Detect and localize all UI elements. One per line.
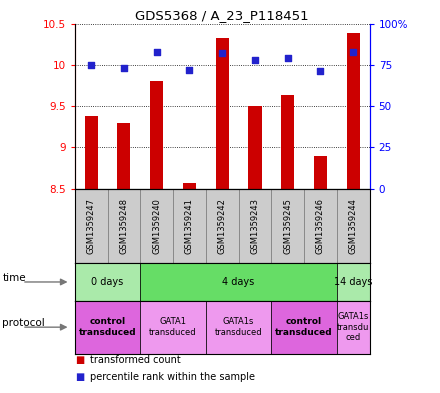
- Text: ■: ■: [75, 354, 84, 365]
- Point: [317, 68, 324, 75]
- Point: [153, 48, 160, 55]
- Bar: [337, 263, 370, 301]
- Bar: [216, 39, 229, 189]
- Text: GATA1s
transduced: GATA1s transduced: [215, 318, 262, 337]
- Text: GATA1
transduced: GATA1 transduced: [149, 318, 197, 337]
- Point: [284, 55, 291, 61]
- Bar: [140, 263, 337, 301]
- Bar: [249, 106, 261, 189]
- Text: GSM1359246: GSM1359246: [316, 198, 325, 254]
- Text: transformed count: transformed count: [90, 354, 181, 365]
- Bar: [183, 183, 196, 189]
- Point: [121, 65, 128, 71]
- Point: [251, 57, 258, 63]
- Text: 4 days: 4 days: [223, 277, 255, 287]
- Bar: [117, 123, 131, 189]
- Text: GSM1359248: GSM1359248: [119, 198, 128, 254]
- Text: percentile rank within the sample: percentile rank within the sample: [90, 372, 255, 382]
- Point: [186, 67, 193, 73]
- Bar: [347, 33, 360, 189]
- Bar: [206, 301, 271, 354]
- Bar: [314, 156, 327, 189]
- Text: 0 days: 0 days: [92, 277, 124, 287]
- Text: time: time: [2, 273, 26, 283]
- Bar: [150, 81, 163, 189]
- Text: protocol: protocol: [2, 318, 45, 328]
- Text: 14 days: 14 days: [334, 277, 372, 287]
- Text: GSM1359242: GSM1359242: [218, 198, 227, 254]
- Point: [350, 48, 357, 55]
- Bar: [337, 301, 370, 354]
- Text: GSM1359244: GSM1359244: [349, 198, 358, 254]
- Bar: [271, 301, 337, 354]
- Bar: [75, 263, 140, 301]
- Text: GSM1359245: GSM1359245: [283, 198, 292, 254]
- Title: GDS5368 / A_23_P118451: GDS5368 / A_23_P118451: [136, 9, 309, 22]
- Text: GSM1359241: GSM1359241: [185, 198, 194, 254]
- Text: GSM1359243: GSM1359243: [250, 198, 260, 254]
- Text: GSM1359247: GSM1359247: [87, 198, 95, 254]
- Text: GSM1359240: GSM1359240: [152, 198, 161, 254]
- Bar: [281, 95, 294, 189]
- Bar: [84, 116, 98, 189]
- Point: [88, 62, 95, 68]
- Text: control
transduced: control transduced: [275, 318, 333, 337]
- Bar: [75, 301, 140, 354]
- Point: [219, 50, 226, 57]
- Text: control
transduced: control transduced: [79, 318, 136, 337]
- Bar: [140, 301, 206, 354]
- Text: GATA1s
transdu
ced: GATA1s transdu ced: [337, 312, 370, 342]
- Text: ■: ■: [75, 372, 84, 382]
